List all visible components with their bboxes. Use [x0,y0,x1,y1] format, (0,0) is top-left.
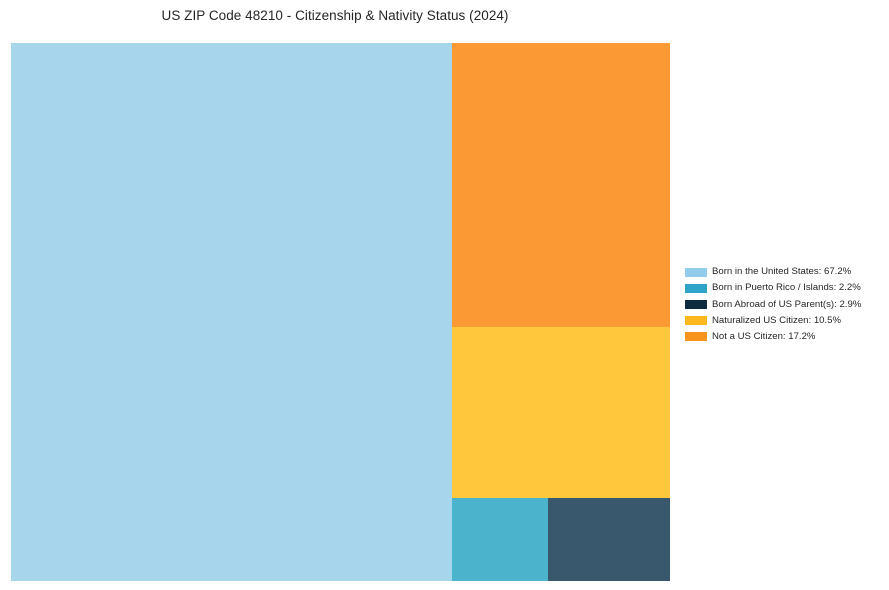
legend-swatch [685,267,707,277]
legend-swatch [685,283,707,293]
legend-item[interactable]: Naturalized US Citizen: 10.5% [685,313,881,329]
legend-item[interactable]: Born Abroad of US Parent(s): 2.9% [685,296,881,312]
chart-title: US ZIP Code 48210 - Citizenship & Nativi… [161,8,509,23]
legend-label: Born in the United States: 67.2% [712,266,852,278]
chart-legend: Born in the United States: 67.2% Born in … [685,264,881,345]
treemap-tile[interactable] [11,43,452,581]
treemap-plot-area [11,43,670,581]
treemap-tile[interactable] [452,497,549,581]
treemap-tile[interactable] [452,327,670,498]
legend-swatch [685,332,707,342]
legend-label: Not a US Citizen: 17.2% [712,331,816,343]
legend-label: Born in Puerto Rico / Islands: 2.2% [712,282,861,294]
legend-item[interactable]: Born in the United States: 67.2% [685,264,881,280]
legend-swatch [685,316,707,326]
legend-label: Naturalized US Citizen: 10.5% [712,314,842,326]
legend-item[interactable]: Not a US Citizen: 17.2% [685,329,881,345]
legend-swatch [685,299,707,309]
legend-item[interactable]: Born in Puerto Rico / Islands: 2.2% [685,280,881,296]
treemap-tile[interactable] [452,43,670,327]
legend-label: Born Abroad of US Parent(s): 2.9% [712,298,862,310]
treemap-tile[interactable] [548,497,670,581]
